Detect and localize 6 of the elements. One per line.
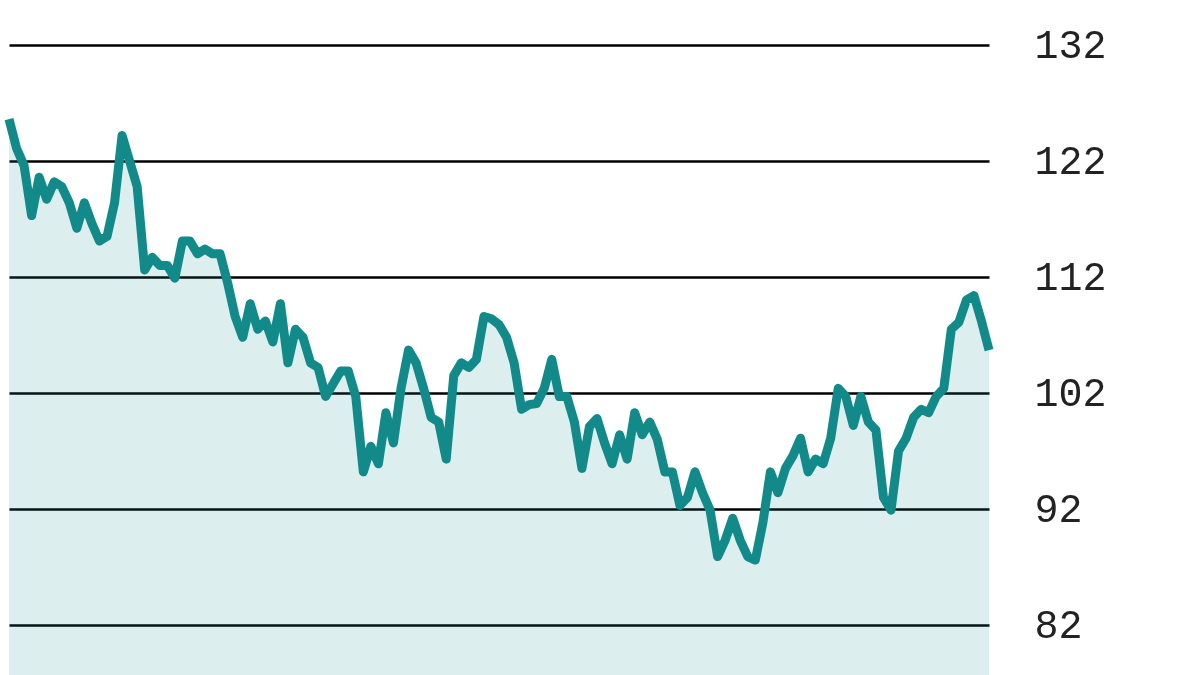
y-tick-label: 92 bbox=[1034, 488, 1083, 534]
y-tick-label: 132 bbox=[1034, 24, 1107, 70]
y-tick-label: 82 bbox=[1034, 604, 1083, 650]
y-tick-label: 112 bbox=[1034, 256, 1107, 302]
y-tick-label: 122 bbox=[1034, 140, 1107, 186]
y-tick-label: 102 bbox=[1034, 372, 1107, 418]
